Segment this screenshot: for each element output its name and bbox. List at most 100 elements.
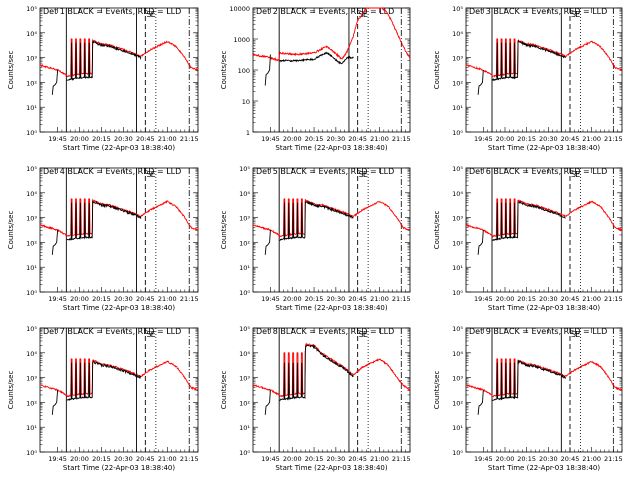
panel-det-1: Det 1 BLACK = Events, RED = LLD Counts/se… — [7, 5, 199, 152]
x-tick-label: 20:45 — [136, 455, 155, 463]
y-tick-label: 10² — [239, 399, 250, 407]
y-tick-label: 10⁴ — [26, 350, 37, 358]
x-tick-label: 19:45 — [474, 135, 493, 143]
series-lld — [39, 198, 199, 238]
x-tick-label: 19:45 — [474, 295, 493, 303]
y-tick-label: 10⁴ — [452, 350, 463, 358]
marker-label-s: S — [146, 330, 151, 339]
panel-title: Det 7 BLACK = Events, RED = LLD — [43, 327, 181, 336]
x-tick-label: 20:15 — [517, 455, 536, 463]
y-tick-label: 10³ — [26, 55, 37, 63]
y-tick-label: 10¹ — [26, 264, 37, 272]
y-axis-label: Counts/sec — [220, 371, 228, 410]
panel-det-7: Det 7 BLACK = Events, RED = LLD Counts/se… — [7, 325, 199, 472]
y-tick-label: 10⁵ — [452, 325, 463, 333]
x-tick-label: 21:15 — [604, 295, 623, 303]
y-tick-label: 10 — [242, 98, 250, 106]
x-tick-label: 21:00 — [158, 135, 177, 143]
y-tick-label: 10⁰ — [26, 289, 37, 297]
plot-frame — [252, 327, 411, 453]
x-axis-label: Start Time (22-Apr-03 18:38:40) — [275, 144, 387, 152]
panel-det-4: Det 4 BLACK = Events, RED = LLD Counts/se… — [7, 165, 199, 312]
x-tick-label: 20:45 — [348, 295, 367, 303]
marker-label-e: E — [575, 10, 580, 19]
y-tick-label: 10¹ — [26, 424, 37, 432]
x-tick-label: 19:45 — [48, 455, 67, 463]
x-tick-label: 21:15 — [392, 295, 411, 303]
x-tick-label: 20:15 — [305, 135, 324, 143]
x-tick-label: 20:30 — [539, 295, 558, 303]
x-tick-label: 21:15 — [604, 135, 623, 143]
series-events — [51, 360, 142, 415]
series-events — [477, 359, 567, 415]
x-axis-label: Start Time (22-Apr-03 18:38:40) — [488, 304, 600, 312]
series-events — [477, 39, 566, 95]
y-tick-label: 10⁰ — [452, 449, 463, 457]
series-events — [264, 200, 354, 255]
marker-label-s: S — [146, 10, 151, 19]
x-tick-label: 20:00 — [283, 135, 302, 143]
y-tick-label: 10³ — [239, 215, 250, 223]
marker-label-e: E — [151, 170, 156, 179]
series-lld — [252, 7, 411, 62]
y-tick-label: 10⁵ — [26, 325, 37, 333]
y-tick-label: 10⁴ — [239, 190, 250, 198]
marker-label-s: S — [571, 330, 576, 339]
x-tick-label: 20:30 — [326, 295, 345, 303]
y-axis-label: Counts/sec — [7, 371, 15, 410]
y-tick-label: 10² — [239, 239, 250, 247]
x-tick-label: 19:45 — [474, 455, 493, 463]
y-axis-label: Counts/sec — [7, 51, 15, 90]
x-tick-label: 20:15 — [305, 295, 324, 303]
series-lld — [465, 38, 623, 78]
panel-det-2: Det 2 BLACK = Events, RED = LLD Counts/se… — [220, 5, 411, 152]
y-tick-label: 10³ — [239, 375, 250, 383]
x-tick-label: 20:00 — [70, 135, 89, 143]
x-tick-label: 20:15 — [517, 135, 536, 143]
plot-frame — [465, 167, 623, 293]
x-tick-label: 20:15 — [305, 455, 324, 463]
panel-title: Det 9 BLACK = Events, RED = LLD — [469, 327, 607, 336]
series-events — [264, 51, 354, 86]
x-tick-label: 20:00 — [283, 295, 302, 303]
series-lld — [39, 358, 199, 398]
panel-det-6: Det 6 BLACK = Events, RED = LLD Counts/se… — [433, 165, 623, 312]
y-tick-label: 10² — [452, 399, 463, 407]
x-tick-label: 21:15 — [180, 135, 199, 143]
x-tick-label: 20:00 — [496, 135, 515, 143]
panel-title: Det 5 BLACK = Events, RED = LLD — [256, 167, 394, 176]
x-tick-label: 20:00 — [496, 295, 515, 303]
y-tick-label: 10³ — [452, 55, 463, 63]
plot-frame — [39, 167, 199, 293]
y-tick-label: 10¹ — [452, 104, 463, 112]
y-tick-label: 10¹ — [26, 104, 37, 112]
x-tick-label: 20:45 — [348, 455, 367, 463]
plot-frame — [39, 7, 199, 133]
y-tick-label: 10¹ — [452, 264, 463, 272]
y-tick-label: 100 — [238, 67, 250, 75]
x-axis-label: Start Time (22-Apr-03 18:38:40) — [488, 144, 600, 152]
y-tick-label: 10⁴ — [26, 30, 37, 38]
series-events — [51, 200, 142, 255]
y-tick-label: 10² — [452, 79, 463, 87]
x-tick-label: 19:45 — [48, 295, 67, 303]
y-tick-label: 10000 — [229, 5, 250, 13]
y-tick-label: 10⁴ — [26, 190, 37, 198]
y-tick-label: 10² — [26, 79, 37, 87]
y-tick-label: 10³ — [452, 375, 463, 383]
y-tick-label: 1 — [246, 129, 250, 137]
x-tick-label: 20:15 — [92, 135, 111, 143]
panel-title: Det 4 BLACK = Events, RED = LLD — [43, 167, 181, 176]
y-tick-label: 10⁵ — [239, 325, 250, 333]
y-tick-label: 10⁴ — [452, 30, 463, 38]
x-tick-label: 21:00 — [158, 455, 177, 463]
x-tick-label: 20:30 — [326, 135, 345, 143]
y-tick-label: 10³ — [452, 215, 463, 223]
x-axis-label: Start Time (22-Apr-03 18:38:40) — [488, 464, 600, 472]
marker-label-e: E — [363, 330, 368, 339]
marker-label-s: S — [359, 170, 364, 179]
y-axis-label: Counts/sec — [433, 371, 441, 410]
x-tick-label: 20:30 — [326, 455, 345, 463]
y-tick-label: 10⁵ — [239, 165, 250, 173]
x-tick-label: 20:30 — [114, 295, 133, 303]
